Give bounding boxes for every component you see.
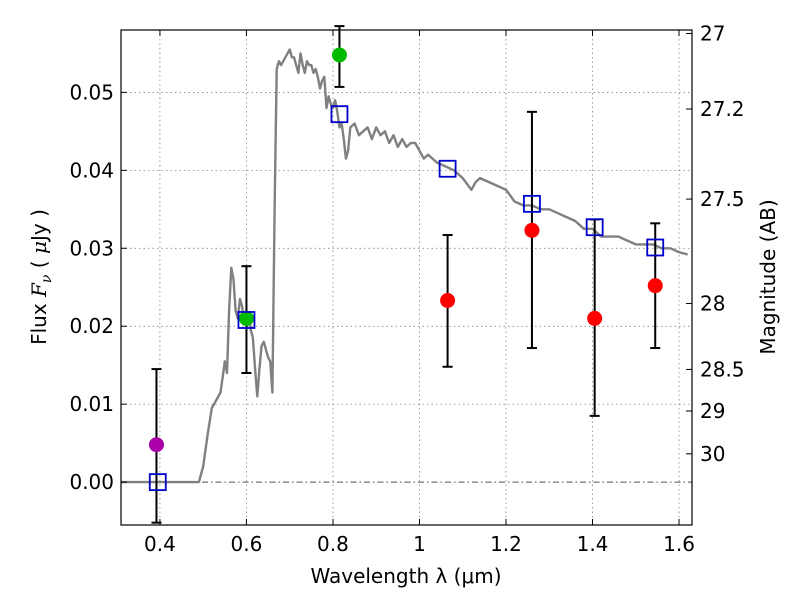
model-points-layer [148,105,665,492]
observed-point-red [587,310,603,326]
y-tick-label: 0.05 [69,80,114,104]
y-tick-label: 0.03 [69,236,114,260]
y2-tick-label: 29 [700,399,725,423]
y-axis-label-middle: ( [27,254,51,275]
x-axis-label: Wavelength λ (μm) [310,564,501,588]
y-tick-label: 0.02 [69,314,114,338]
tick-layer: 0.4 0.6 0.8 1 1.2 1.4 1.6 0.00 0.01 0.02 0.03 0.04 0… [69,22,744,556]
y-tick-label: 0.00 [69,470,114,494]
y-axis-label-unit: Jy ) [27,209,51,243]
model-point-square [237,311,256,329]
y-axis-label-subscript: ν [39,274,55,283]
observed-point-red [524,222,540,238]
y2-tick-label: 30 [700,442,725,466]
x-tick-label: 1.6 [663,532,695,556]
y2-tick-label: 27.5 [700,187,745,211]
y2-tick-label: 28.5 [700,357,745,381]
model-point-square [438,159,457,178]
model-point-square [646,238,665,257]
x-tick-label: 0.4 [144,532,176,556]
y-tick-label: 0.04 [69,158,114,182]
observed-point-green [238,310,254,326]
y-axis-label-prefix: Flux [27,297,51,345]
x-tick-label: 0.6 [231,532,263,556]
plot-frame [120,29,693,526]
y2-tick-label: 27.2 [700,97,745,121]
y-axis-label-symbol: F [27,282,51,298]
y-axis-label-mu: μ [27,241,51,254]
x-tick-label: 1 [413,532,426,556]
x-tick-label: 1.4 [577,532,609,556]
y2-axis-label: Magnitude (AB) [756,199,780,354]
observed-point-red [647,278,663,294]
model-point-square [523,194,541,213]
y2-tick-label: 27 [700,22,725,46]
observed-point-green [331,47,347,63]
model-point-square [330,105,349,124]
observed-point-magenta [148,437,164,453]
x-tick-label: 0.8 [317,532,349,556]
x-tick-label: 1.2 [490,532,522,556]
y2-tick-label: 28 [700,292,725,316]
observed-point-red [440,292,456,308]
model-point-square [585,218,604,237]
model-point-square [148,473,167,492]
observed-points-layer [148,47,663,453]
y-tick-label: 0.01 [69,392,114,416]
y-axis-label: Flux Fν ( μJy ) [27,209,55,345]
